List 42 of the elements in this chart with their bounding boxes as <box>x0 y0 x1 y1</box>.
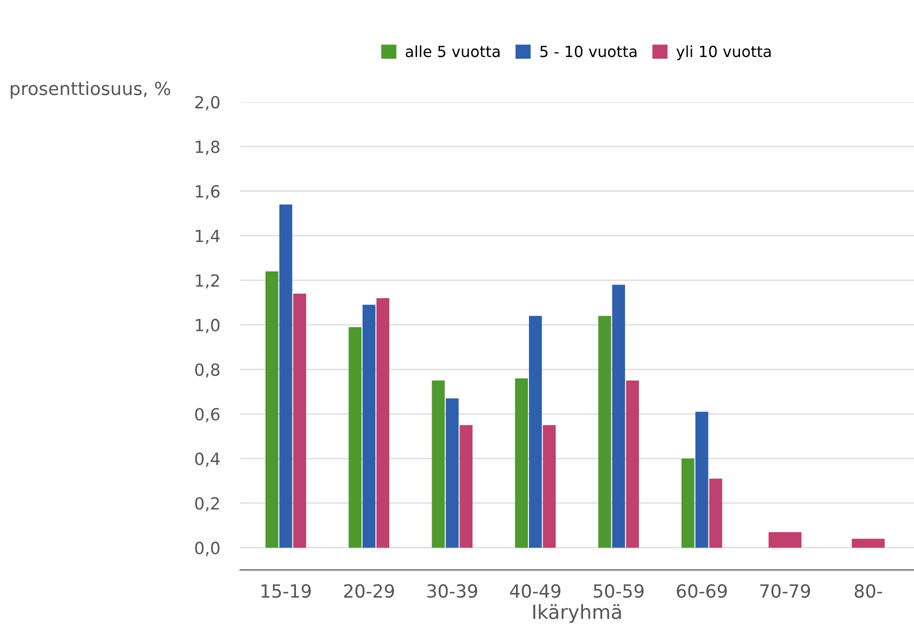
bar <box>515 378 528 548</box>
x-tick-label: 20-29 <box>344 584 394 598</box>
bar <box>598 316 612 548</box>
x-tick-label: 70-79 <box>760 584 810 598</box>
bar <box>709 478 722 548</box>
y-tick-label: 0,4 <box>195 452 220 467</box>
legend-label: yli 10 vuotta <box>676 45 771 60</box>
x-tick-label: 30-39 <box>427 584 478 598</box>
legend-label: alle 5 vuotta <box>406 45 500 58</box>
bar <box>626 380 639 548</box>
y-tick-label: 1,2 <box>196 274 219 289</box>
bar <box>528 316 542 548</box>
y-tick-label: 0,2 <box>195 497 219 512</box>
x-tick-label: 80- <box>854 584 882 598</box>
y-axis-title: prosenttiosuus, % <box>10 81 170 99</box>
bar <box>348 327 362 548</box>
x-tick-label: 40-49 <box>510 584 560 598</box>
bar <box>279 204 292 548</box>
bar <box>681 458 694 548</box>
bar <box>695 412 708 548</box>
bar <box>460 425 473 548</box>
y-tick-label: 0,6 <box>195 408 220 422</box>
y-tick-label: 1,4 <box>196 230 220 244</box>
bar <box>542 425 556 548</box>
x-axis-title: Ikäryhmä <box>533 604 621 623</box>
bar <box>432 380 445 548</box>
y-tick-label: 1,6 <box>196 185 220 200</box>
y-tick-label: 1,0 <box>196 318 220 334</box>
bar <box>362 304 376 548</box>
bar <box>376 298 390 548</box>
y-tick-label: 2,0 <box>195 96 220 110</box>
x-tick-label: 15-19 <box>262 584 311 598</box>
bar <box>446 398 459 548</box>
y-tick-label: 0,0 <box>195 542 220 556</box>
bar <box>293 294 306 548</box>
y-tick-label: 0,8 <box>195 363 220 378</box>
x-tick-label: 60-69 <box>676 584 727 598</box>
legend-label: 5 - 10 vuotta <box>540 46 636 58</box>
bar <box>265 271 278 548</box>
y-tick-label: 1,8 <box>196 140 220 155</box>
bar <box>612 284 626 548</box>
x-tick-label: 50-59 <box>594 584 644 598</box>
